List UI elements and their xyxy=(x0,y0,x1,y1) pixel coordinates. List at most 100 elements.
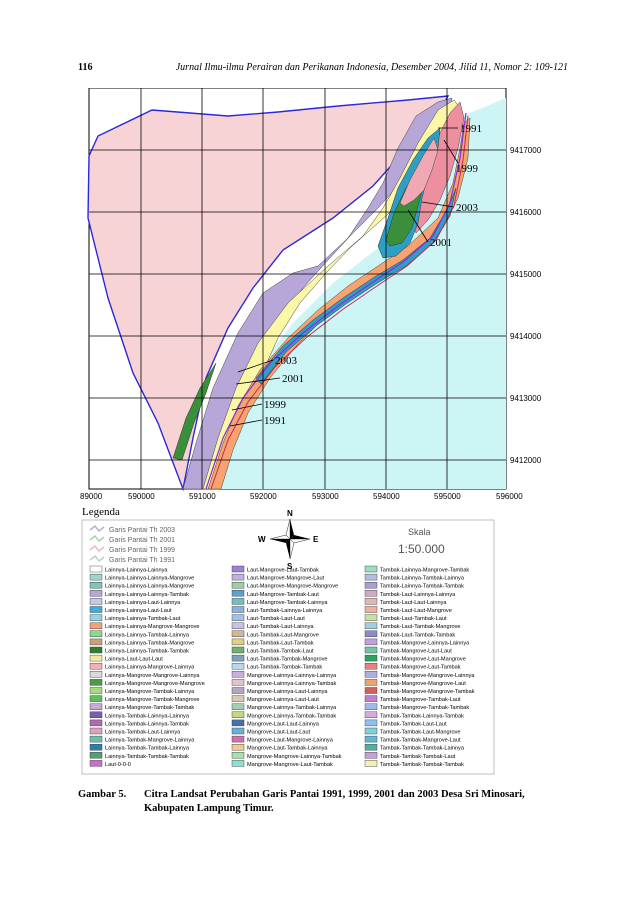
legend-class-label: Tambak-Laut-Tambak-Laut xyxy=(380,616,447,622)
legend-swatch xyxy=(231,630,245,637)
legend-class-label: Lainnya-Lainnya-Tambak-Mangrove xyxy=(105,640,194,646)
legend-swatch xyxy=(231,727,245,735)
compass-w: W xyxy=(258,535,266,544)
legend-swatch xyxy=(364,646,378,654)
legend-class-label: Tambak-Tambak-Mangrove-Laut xyxy=(380,738,461,744)
legend-swatch xyxy=(89,752,103,759)
legend-class-label: Mangrove-Mangrove-Laut-Tambak xyxy=(247,762,333,768)
label-west-1999: 1999 xyxy=(264,399,287,411)
legend-swatch xyxy=(89,630,103,637)
legend-swatch xyxy=(231,638,245,646)
legend-class-label: Tambak-Mangrove-Tambak-Tambak xyxy=(380,705,469,711)
x-tick-596000: 596000 xyxy=(496,492,523,501)
legend-class-label: Mangrove-Mangrove-Lainnya-Tambak xyxy=(247,754,342,760)
legend-swatch xyxy=(364,606,378,613)
legend-swatch xyxy=(231,752,245,759)
legend-swatch xyxy=(89,582,103,589)
legend-swatch xyxy=(89,654,103,662)
legend-swatch xyxy=(364,614,378,621)
legend-class-item: Laut-Mangrove-Laut-Tambak xyxy=(231,565,319,574)
label-west-2003: 2003 xyxy=(275,355,298,367)
label-east-1991: 1991 xyxy=(460,123,482,135)
scale-label: Skala xyxy=(408,527,431,537)
legend-swatch xyxy=(231,687,245,694)
legend-class-item: Mangrove-Mangrove-Lainnya-Tambak xyxy=(231,752,342,760)
legend-swatch xyxy=(89,573,103,581)
legend-swatch xyxy=(364,679,378,686)
legend-class-item: Tambak-Laut-Tambak-Laut xyxy=(364,614,447,622)
legend-swatch xyxy=(364,719,378,727)
legend-class-item: Lainnya-Tambak-Mangrove-Lainnya xyxy=(89,735,195,744)
legend-class-label: Laut-Tambak-Lainnya-Lainnya xyxy=(247,608,323,614)
compass-e: E xyxy=(313,535,319,544)
legend-class-label: Tambak-Mangrove-Lainnya-Lainnya xyxy=(380,640,470,646)
legend-class-item: Lainnya-Lainnya-Laut-Lainnya xyxy=(89,598,181,606)
legend-swatch xyxy=(231,703,245,710)
legend-class-label: Mangrove-Lainnya-Lainnya-Tambak xyxy=(247,681,336,687)
legend-class-label: Tambak-Tambak-Lainnya-Tambak xyxy=(380,713,464,719)
shoreline-1991 xyxy=(205,112,467,490)
legend-class-item: Tambak-Lainnya-Tambak-Lainnya xyxy=(364,573,465,582)
legend: Legenda Garis Pantai Th 2003 Garis Panta… xyxy=(81,506,495,775)
legend-class-label: Tambak-Tambak-Tambak-Laut xyxy=(380,754,456,760)
x-tick-592000: 592000 xyxy=(250,492,277,501)
legend-class-item: Tambak-Lainnya-Tambak-Tambak xyxy=(364,582,464,590)
legend-line-1999: Garis Pantai Th 1999 xyxy=(89,544,175,554)
legend-class-item: Tambak-Tambak-Laut-Mangrove xyxy=(364,727,461,736)
x-tick-593000: 593000 xyxy=(312,492,339,501)
legend-class-label: Laut-Mangrove-Mangrove-Mangrove xyxy=(247,584,338,590)
legend-class-label: Tambak-Mangrove-Laut-Mangrove xyxy=(380,657,466,663)
legend-class-label: Laut-0-0-0 xyxy=(105,762,131,768)
legend-class-label: Laut-Tambak-Tambak-Tambak xyxy=(247,665,322,671)
legend-class-label: Tambak-Laut-Laut-Mangrove xyxy=(380,608,452,614)
legend-swatch xyxy=(364,695,378,702)
legend-class-item: Lainnya-Mangrove-Tambak-Mangrove xyxy=(89,695,200,703)
page-number: 116 xyxy=(78,62,93,73)
legend-line-1991: Garis Pantai Th 1991 xyxy=(89,554,175,564)
legend-class-label: Lainnya-Laut-Laut-Laut xyxy=(105,657,163,663)
legend-class-item: Lainnya-Tambak-Laut-Lainnya xyxy=(89,727,181,736)
legend-class-item: Laut-Mangrove-Mangrove-Mangrove xyxy=(231,582,338,590)
legend-class-label: Lainnya-Lainnya-Mangrove-Lainnya xyxy=(105,665,195,671)
legend-class-label: Tambak-Mangrove-Tambak-Laut xyxy=(380,697,461,703)
legend-swatch xyxy=(231,711,245,718)
legend-class-label: Lainnya-Mangrove-Tambak-Lainnya xyxy=(105,689,195,695)
legend-swatch xyxy=(231,622,245,629)
legend-swatch xyxy=(89,744,103,751)
legend-class-item: Mangrove-Mangrove-Laut-Tambak xyxy=(231,760,333,768)
legend-class-item: Mangrove-Laut-Laut-Laut xyxy=(231,727,311,736)
legend-class-item: Tambak-Mangrove-Laut-Mangrove xyxy=(364,654,466,663)
legend-swatch xyxy=(89,638,103,646)
legend-swatch xyxy=(89,663,103,670)
label-east-2003: 2003 xyxy=(456,202,479,214)
legend-class-label: Laut-Tambak-Tambak-Mangrove xyxy=(247,657,328,663)
legend-class-label: Lainnya-Tambak-Laut-Lainnya xyxy=(105,730,181,736)
legend-class-label: Lainnya-Lainnya-Lainnya-Mangrove xyxy=(105,584,194,590)
legend-class-item: Tambak-Mangrove-Mangrove-Tambak xyxy=(364,687,475,695)
legend-class-label: Lainnya-Lainnya-Tambak-Lainnya xyxy=(105,632,190,638)
legend-class-item: Tambak-Laut-Laut-Lainnya xyxy=(364,598,447,606)
legend-class-label: Laut-Mangrove-Tambak-Lainnya xyxy=(247,600,328,606)
legend-class-label: Mangrove-Laut-Mangrove-Lainnya xyxy=(247,738,334,744)
legend-class-item: Lainnya-Lainnya-Tambak-Tambak xyxy=(89,646,189,655)
legend-swatch xyxy=(364,654,378,662)
legend-swatch xyxy=(231,654,245,662)
svg-text:Garis Pantai Th 1999: Garis Pantai Th 1999 xyxy=(109,547,175,554)
legend-swatch xyxy=(364,687,378,694)
legend-class-label: Mangrove-Laut-Laut-Laut xyxy=(247,730,311,736)
svg-text:Garis Pantai Th 2003: Garis Pantai Th 2003 xyxy=(109,527,175,534)
legend-swatch xyxy=(89,598,103,605)
legend-class-label: Mangrove-Laut-Tambak-Lainnya xyxy=(247,746,328,752)
legend-class-label: Laut-Tambak-Laut-Lainnya xyxy=(247,624,314,630)
legend-class-label: Lainnya-Mangrove-Tambak-Tambak xyxy=(105,705,194,711)
legend-class-label: Lainnya-Tambak-Tambak-Lainnya xyxy=(105,746,190,752)
y-tick-9412000: 9412000 xyxy=(510,456,542,465)
legend-class-item: Laut-Tambak-Tambak-Mangrove xyxy=(231,654,328,663)
legend-swatch xyxy=(364,598,378,605)
legend-classes: Lainnya-Lainnya-Lainnya Lainnya-Lainnya-L… xyxy=(89,565,475,768)
legend-class-item: Laut-Tambak-Laut-Tambak xyxy=(231,638,314,646)
legend-class-item: Mangrove-Lainnya-Tambak-Lainnya xyxy=(231,703,337,711)
label-east-2001: 2001 xyxy=(430,237,452,249)
legend-class-label: Laut-Mangrove-Laut-Tambak xyxy=(247,568,319,574)
compass-s: S xyxy=(287,562,293,571)
